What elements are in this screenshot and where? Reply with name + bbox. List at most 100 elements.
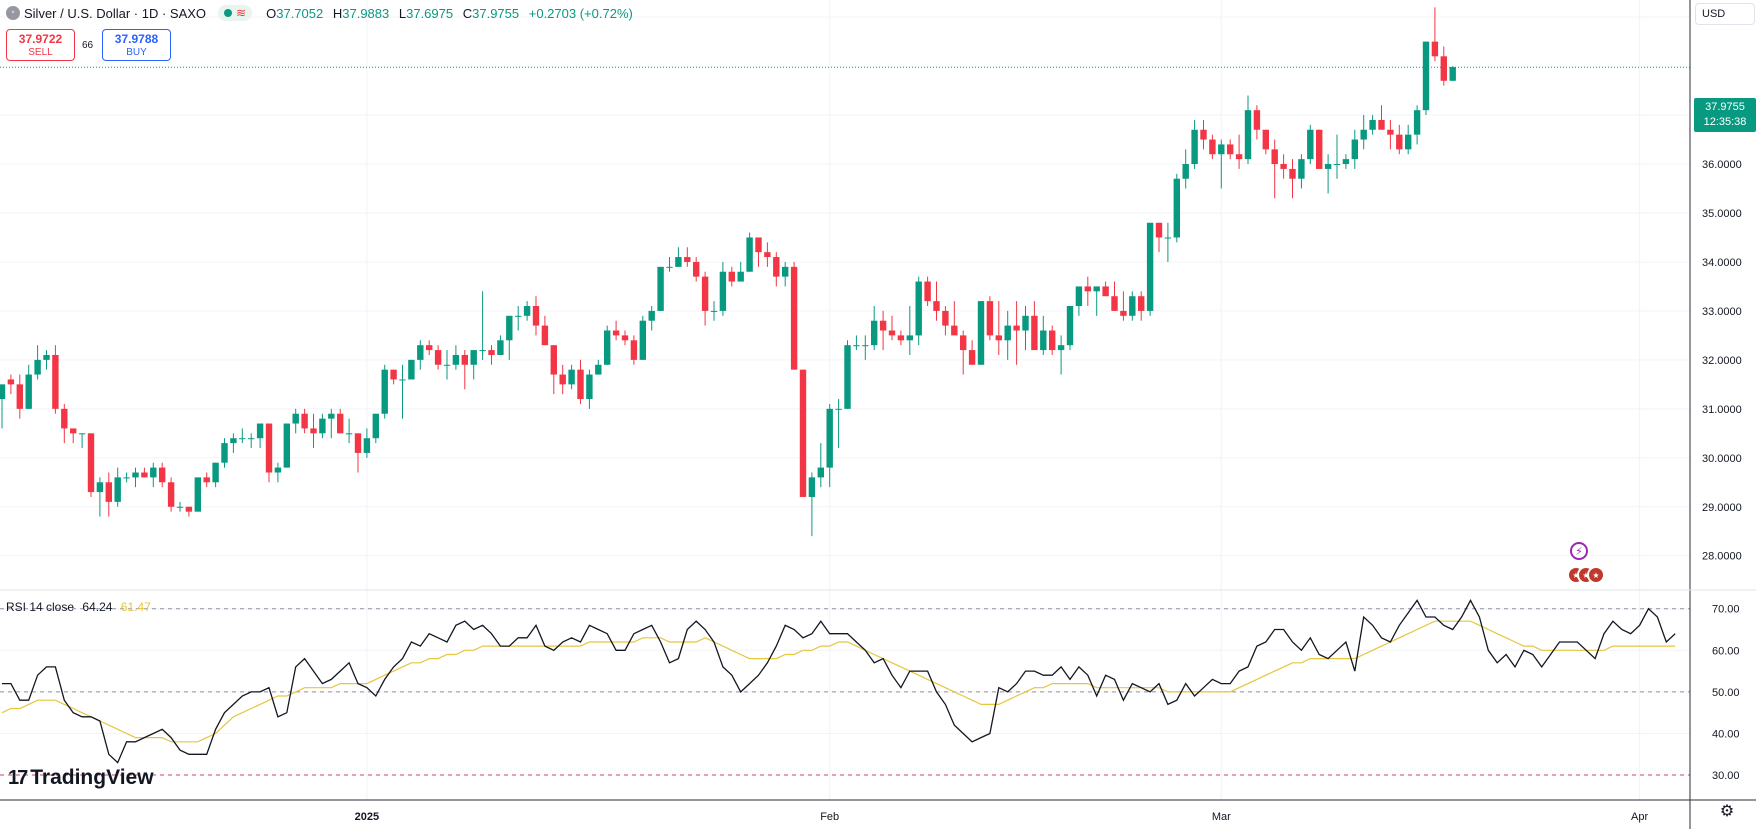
candle-body [123,477,130,479]
candle-body [399,379,406,381]
lightning-icon[interactable]: ⚡ [1570,542,1588,560]
candle-body [212,462,219,483]
candle-body [345,433,353,435]
market-status-icon[interactable]: ≋ [218,5,253,21]
candle-body [265,423,273,473]
candle-body [132,472,139,478]
candle-body [167,482,175,507]
rsi-tick-label: 30.00 [1712,770,1740,782]
currency-selector[interactable]: USD [1695,3,1755,25]
change-value: +0.2703 (+0.72%) [528,5,633,21]
candle-body [176,506,184,508]
candle-body [933,301,940,311]
candle-body [52,354,59,409]
candle-body [426,345,433,351]
candle-body [871,320,878,346]
sell-label: SELL [28,47,53,58]
candle-body [43,354,50,360]
candle-body [684,257,691,262]
symbol-title[interactable]: Silver / U.S. Dollar · 1D · SAXO [24,5,207,21]
candle-body [70,428,77,434]
candle-body [1316,129,1323,169]
candle-body [256,423,264,439]
candle-body [515,315,522,317]
candle-body [604,330,611,365]
candle-body [363,438,371,453]
candle-body [96,482,104,493]
candle-body [1244,110,1252,160]
candle-body [319,418,326,434]
candle-body [1111,296,1118,311]
rsi-ma-value: 61.47 [120,600,151,614]
logo-mark: 17 [8,766,28,789]
candle-body [968,350,976,365]
last-price-value: 37.9755 [1705,101,1745,113]
candle-body [203,477,210,483]
candle-body [799,369,807,497]
price-candles [0,7,1456,537]
candle-body [1351,139,1358,160]
wave-icon: ≋ [236,6,247,20]
candle-body [239,438,246,440]
candle-body [1262,129,1269,150]
candle-body [0,384,6,400]
candle-body [354,433,362,453]
candle-body [87,433,95,493]
candle-body [1333,164,1341,166]
rsi-label: RSI 14 close [6,600,75,614]
candle-body [1120,310,1127,316]
us-flag-icon[interactable]: ★ [1587,566,1605,584]
candle-body [1146,222,1154,311]
spread-value: 66 [82,40,94,51]
candle-body [328,413,335,419]
close-value: 37.9755 [472,5,520,21]
gear-icon[interactable]: ⚙ [1719,803,1735,820]
candle-body [1155,222,1163,238]
candle-body [1031,315,1038,351]
candle-body [577,369,584,400]
candle-body [755,237,762,253]
candle-body [1040,330,1047,351]
candle-body [915,281,922,336]
candle-body [105,482,112,502]
candle-body [1235,154,1243,160]
low-value: 37.6975 [406,5,454,21]
rsi-tick-label: 50.00 [1712,687,1740,699]
candle-body [1298,159,1305,179]
close-label: C [462,5,473,21]
rsi-tick-label: 40.00 [1712,728,1740,740]
candle-body [1387,129,1394,135]
ohlc-values: O37.7052 H37.9883 L37.6975 C37.9755 +0.2… [266,6,639,21]
price-tick-label: 35.0000 [1702,208,1742,220]
candle-body [1191,129,1198,165]
candle-body [497,340,504,355]
candle-body [1173,178,1180,238]
tradingview-logo[interactable]: 17 TradingView [8,766,154,790]
candle-body [595,364,602,375]
candle-body [1209,139,1216,155]
sell-button[interactable]: 37.9722 SELL [6,29,75,61]
candle-body [283,423,290,468]
candle-body [666,266,673,268]
rsi-legend[interactable]: RSI 14 close 64.24 61.47 [6,600,151,614]
candle-body [1200,129,1207,140]
candle-body [550,345,557,375]
candle-body [1138,296,1145,311]
candle-body [977,301,985,365]
candle-body [942,310,949,326]
open-value: 37.7052 [276,5,324,21]
candle-body [568,369,575,385]
price-tick-label: 31.0000 [1702,404,1742,416]
sell-price: 37.9722 [18,32,63,46]
buy-button[interactable]: 37.9788 BUY [102,29,171,61]
candle-body [1013,325,1020,331]
candle-body [1396,134,1403,150]
candle-body [274,467,282,473]
price-tick-label: 36.0000 [1702,159,1742,171]
candle-body [719,271,727,311]
market-open-dot [224,9,233,17]
candle-body [1289,168,1296,179]
candle-body [648,310,655,321]
